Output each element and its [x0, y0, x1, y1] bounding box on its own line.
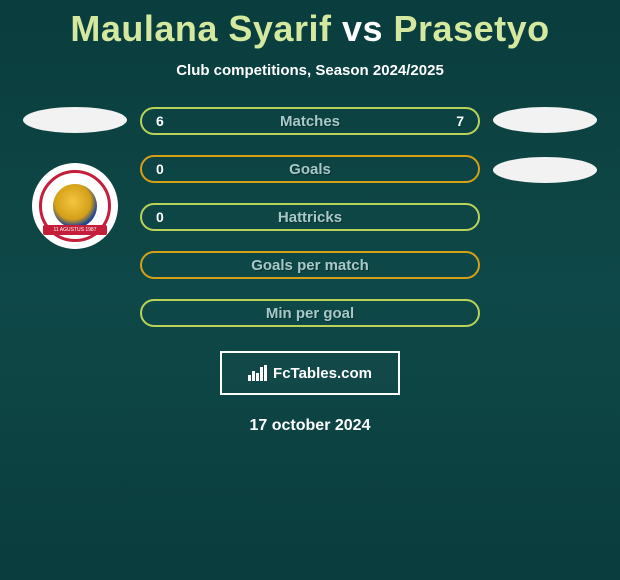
stat-bar-goals-per-match: Goals per match — [140, 251, 480, 279]
player2-nameplate-1 — [493, 107, 597, 133]
page-title: Maulana Syarif vs Prasetyo — [70, 8, 549, 50]
comparison-infographic: Maulana Syarif vs Prasetyo Club competit… — [0, 0, 620, 435]
stat-label: Goals — [289, 161, 331, 178]
chart-icon — [248, 365, 267, 381]
chart-icon-bar — [260, 367, 263, 381]
player1-nameplate — [23, 107, 127, 133]
title-player1: Maulana Syarif — [70, 8, 331, 49]
lion-emblem — [53, 184, 97, 228]
chart-icon-bar — [248, 375, 251, 381]
chart-icon-bar — [256, 373, 259, 381]
stat-label: Goals per match — [251, 257, 369, 274]
brand-box: FcTables.com — [220, 351, 400, 395]
left-side-column: 11 AGUSTUS 1987 — [15, 107, 135, 249]
main-row: 11 AGUSTUS 1987 6 Matches 7 0 Goals 0 Hattrick… — [0, 107, 620, 327]
chart-icon-bar — [252, 371, 255, 381]
player2-nameplate-2 — [493, 157, 597, 183]
subtitle: Club competitions, Season 2024/2025 — [176, 62, 444, 79]
title-vs: vs — [342, 8, 383, 49]
stat-bar-min-per-goal: Min per goal — [140, 299, 480, 327]
chart-icon-bar — [264, 365, 267, 381]
brand-text: FcTables.com — [273, 365, 372, 382]
stat-bar-matches: 6 Matches 7 — [140, 107, 480, 135]
club-banner-text: 11 AGUSTUS 1987 — [43, 225, 107, 235]
right-side-column — [485, 107, 605, 183]
stat-left-value: 6 — [156, 113, 164, 129]
stat-label: Hattricks — [278, 209, 342, 226]
club-logo-ring: 11 AGUSTUS 1987 — [39, 170, 111, 242]
stat-bar-hattricks: 0 Hattricks — [140, 203, 480, 231]
date-text: 17 october 2024 — [250, 417, 371, 435]
stat-label: Min per goal — [266, 305, 354, 322]
stat-bar-goals: 0 Goals — [140, 155, 480, 183]
stat-label: Matches — [280, 113, 340, 130]
stat-left-value: 0 — [156, 209, 164, 225]
player1-club-logo: 11 AGUSTUS 1987 — [32, 163, 118, 249]
stat-right-value: 7 — [456, 113, 464, 129]
stats-column: 6 Matches 7 0 Goals 0 Hattricks Goals per match… — [135, 107, 485, 327]
stat-left-value: 0 — [156, 161, 164, 177]
title-player2: Prasetyo — [394, 8, 550, 49]
